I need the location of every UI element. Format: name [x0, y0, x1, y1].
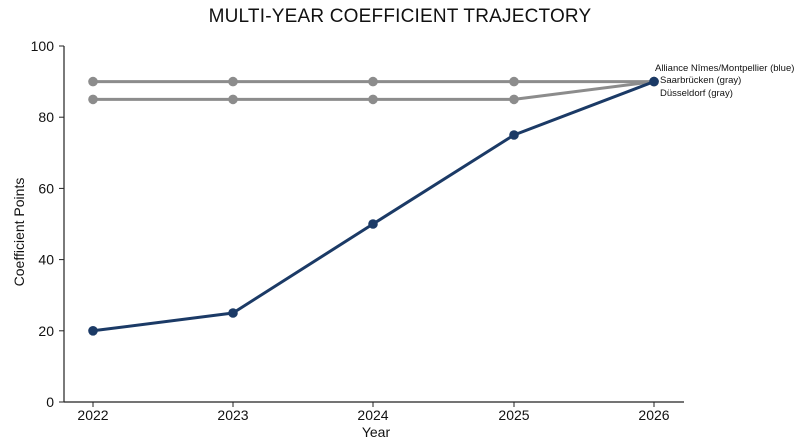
- series-label: Saarbrücken (gray): [660, 75, 741, 86]
- data-point: [368, 76, 378, 87]
- series-label: Alliance Nîmes/Montpellier (blue): [655, 63, 794, 74]
- data-point: [368, 94, 378, 105]
- data-point: [228, 76, 238, 87]
- data-point: [88, 76, 98, 87]
- series-line: [92, 80, 655, 333]
- data-point: [509, 130, 519, 140]
- series-label: Düsseldorf (gray): [660, 88, 733, 99]
- series-group: [88, 76, 659, 87]
- data-point: [88, 326, 98, 336]
- y-tick-label: 80: [38, 109, 54, 125]
- data-point: [509, 76, 519, 87]
- y-tick-label: 100: [31, 38, 55, 54]
- y-axis-label: Coefficient Points: [11, 178, 27, 287]
- data-point: [88, 94, 98, 105]
- y-tick-label: 40: [38, 252, 54, 268]
- x-tick-label: 2022: [77, 407, 108, 423]
- x-axis-label: Year: [362, 424, 391, 440]
- data-point: [228, 308, 238, 318]
- x-tick-label: 2026: [638, 407, 669, 423]
- data-point: [649, 76, 659, 87]
- x-tick-label: 2023: [217, 407, 248, 423]
- x-tick-label: 2024: [357, 407, 388, 423]
- x-tick-label: 2025: [498, 407, 529, 423]
- data-point: [368, 219, 378, 229]
- chart-title: MULTI-YEAR COEFFICIENT TRAJECTORY: [208, 6, 592, 27]
- y-tick-label: 0: [46, 394, 54, 410]
- y-tick-label: 60: [38, 180, 54, 196]
- series-group: [88, 76, 659, 336]
- data-point: [228, 94, 238, 105]
- y-tick-label: 20: [38, 323, 54, 339]
- data-point: [509, 94, 519, 105]
